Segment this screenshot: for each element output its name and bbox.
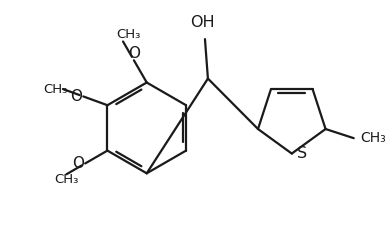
Text: O: O bbox=[71, 89, 82, 104]
Text: CH₃: CH₃ bbox=[116, 28, 140, 41]
Text: O: O bbox=[72, 156, 84, 171]
Text: CH₃: CH₃ bbox=[43, 83, 67, 96]
Text: CH₃: CH₃ bbox=[54, 173, 78, 186]
Text: OH: OH bbox=[190, 15, 214, 30]
Text: CH₃: CH₃ bbox=[361, 131, 387, 145]
Text: S: S bbox=[297, 146, 307, 161]
Text: O: O bbox=[128, 46, 140, 61]
